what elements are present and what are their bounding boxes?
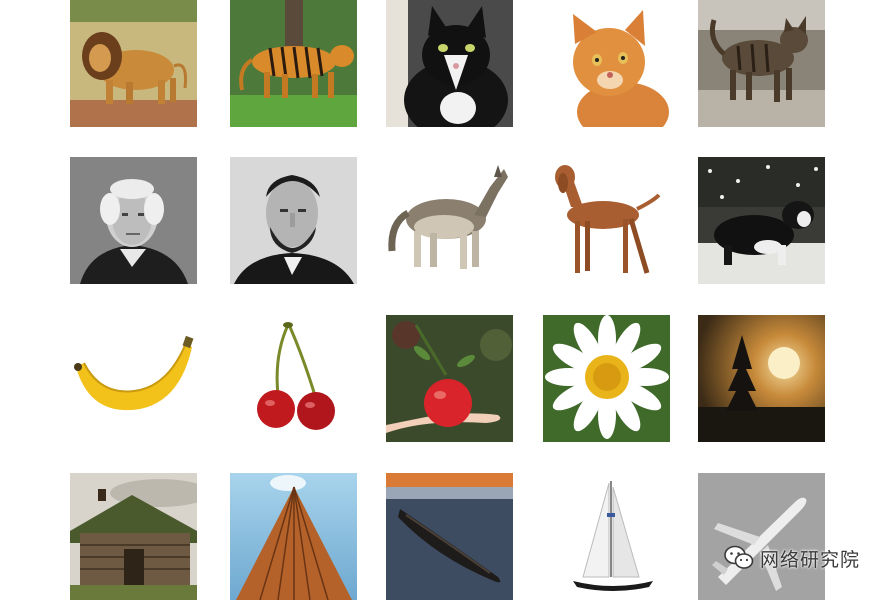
- sod-roof-cabin-image: [70, 473, 197, 600]
- skyscraper-image: [230, 473, 357, 600]
- watermark: 网络研究院: [724, 543, 860, 573]
- border-collie-in-snow-image: [698, 157, 825, 284]
- tabby-cat-image: [698, 0, 825, 127]
- banana-image: [70, 315, 197, 442]
- vizsla-dog-image: [543, 157, 670, 284]
- airplane-image: [698, 473, 825, 600]
- canoe-on-water-image: [386, 473, 513, 600]
- tree-at-sunset-image: [698, 315, 825, 442]
- wechat-icon: [724, 545, 754, 569]
- wolf-image: [386, 157, 513, 284]
- watermark-text: 网络研究院: [760, 548, 861, 571]
- apple-in-hand-image: [386, 315, 513, 442]
- lion-image: [70, 0, 197, 127]
- cherries-image: [230, 315, 357, 442]
- sailboat-image: [543, 473, 670, 600]
- daisy-image: [543, 315, 670, 442]
- abraham-lincoln-portrait: [230, 157, 357, 284]
- tiger-image: [230, 0, 357, 127]
- orange-cat-image: [543, 0, 670, 127]
- tuxedo-cat-image: [386, 0, 513, 127]
- george-washington-portrait: [70, 157, 197, 284]
